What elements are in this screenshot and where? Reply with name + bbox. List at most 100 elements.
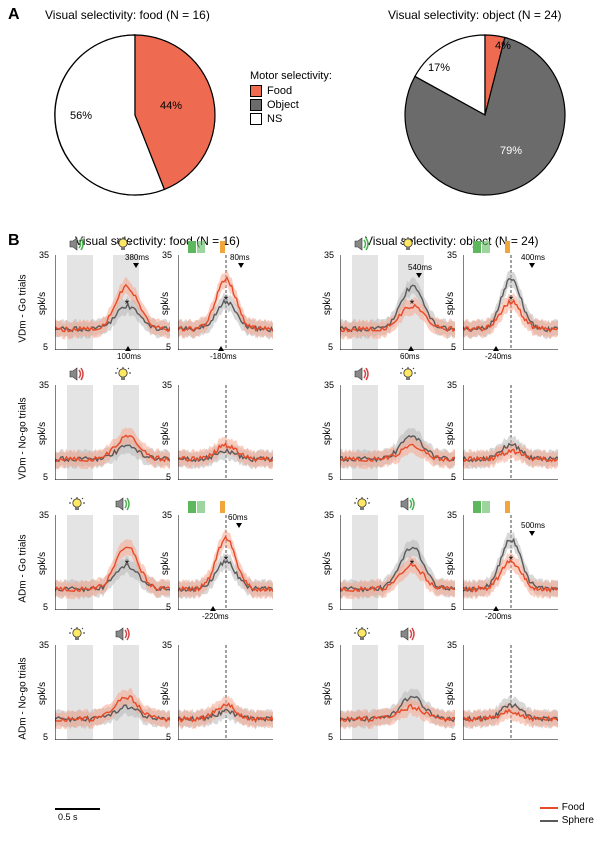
svg-text:*: * — [125, 557, 130, 571]
time-annotation: 400ms — [521, 253, 545, 262]
bulb-icon — [115, 237, 131, 253]
subplot — [55, 385, 170, 480]
pie-left-label-food: 44% — [160, 100, 182, 112]
subplot: * — [463, 255, 558, 350]
green-cue-icon — [188, 241, 196, 253]
green-cue-icon — [197, 241, 205, 253]
bulb-icon — [69, 497, 85, 513]
time-annotation: 100ms — [117, 352, 141, 361]
arrow-icon — [125, 346, 131, 351]
ytick-max: 35 — [324, 640, 334, 650]
legend-swatch-food — [250, 85, 262, 97]
time-annotation: -180ms — [210, 352, 237, 361]
subplot — [463, 645, 558, 740]
ytick-min: 5 — [328, 472, 333, 482]
speaker-red-icon — [400, 627, 416, 643]
speaker-green-icon — [400, 497, 416, 513]
colB-left-title: Visual selectivity: food (N = 16) — [75, 234, 240, 248]
ytick-min: 5 — [328, 602, 333, 612]
subplot: * — [55, 255, 170, 350]
arrow-icon — [210, 606, 216, 611]
speaker-red-icon — [115, 627, 131, 643]
subplot — [340, 385, 455, 480]
green-cue-icon — [473, 241, 481, 253]
subplot — [178, 645, 273, 740]
ytick-min: 5 — [43, 732, 48, 742]
time-annotation: 80ms — [230, 253, 250, 262]
time-annotation: -200ms — [485, 612, 512, 621]
trace-legend-food: Food — [540, 802, 594, 813]
green-cue-icon — [188, 501, 196, 513]
legend-swatch-object — [250, 99, 262, 111]
yaxis-label: spk/s — [37, 551, 48, 574]
yaxis-label: spk/s — [322, 291, 333, 314]
arrow-icon — [133, 263, 139, 268]
orange-cue-icon — [220, 241, 225, 253]
bulb-icon — [115, 367, 131, 383]
orange-cue-icon — [505, 241, 510, 253]
legend-title: Motor selectivity: — [250, 70, 332, 82]
green-cue-icon — [482, 241, 490, 253]
svg-text:*: * — [509, 553, 514, 567]
time-annotation: 380ms — [125, 253, 149, 262]
panel-a-label: A — [8, 6, 20, 24]
legend-label-ns: NS — [267, 113, 282, 125]
time-annotation: 500ms — [521, 521, 545, 530]
time-scalebar-label: 0.5 s — [58, 812, 78, 822]
arrow-icon — [493, 606, 499, 611]
subplot — [55, 645, 170, 740]
ytick-min: 5 — [328, 342, 333, 352]
pie-right-label-food: 4% — [495, 40, 511, 52]
legend-item-food: Food — [250, 85, 332, 97]
subplot — [463, 385, 558, 480]
svg-text:*: * — [224, 553, 229, 567]
speaker-green-icon — [69, 237, 85, 253]
ytick-max: 35 — [324, 250, 334, 260]
legend-item-ns: NS — [250, 113, 332, 125]
subplot — [340, 645, 455, 740]
svg-text:*: * — [410, 297, 415, 311]
green-cue-icon — [197, 501, 205, 513]
svg-text:*: * — [410, 557, 415, 571]
yaxis-label: spk/s — [322, 421, 333, 444]
arrow-icon — [236, 523, 242, 528]
bulb-icon — [354, 497, 370, 513]
arrow-icon — [238, 263, 244, 268]
speaker-red-icon — [69, 367, 85, 383]
arrow-icon — [408, 346, 414, 351]
trace-label-food: Food — [562, 802, 585, 813]
bulb-icon — [69, 627, 85, 643]
row-label: ADm - Go trials — [18, 523, 29, 613]
legend-swatch-ns — [250, 113, 262, 125]
orange-cue-icon — [505, 501, 510, 513]
svg-text:*: * — [125, 297, 130, 311]
yaxis-label: spk/s — [37, 291, 48, 314]
ytick-max: 35 — [39, 380, 49, 390]
bulb-icon — [400, 367, 416, 383]
legend-label-food: Food — [267, 85, 292, 97]
yaxis-label: spk/s — [322, 551, 333, 574]
arrow-icon — [493, 346, 499, 351]
ytick-max: 35 — [324, 380, 334, 390]
bulb-icon — [354, 627, 370, 643]
subplot — [178, 385, 273, 480]
trace-legend-sphere: Sphere — [540, 815, 594, 826]
time-annotation: 540ms — [408, 263, 432, 272]
subplot: * — [55, 515, 170, 610]
pie-left-label-ns: 56% — [70, 110, 92, 122]
row-label: VDm - Go trials — [18, 263, 29, 353]
legend-label-object: Object — [267, 99, 299, 111]
colB-right-title: Visual selectivity: object (N = 24) — [365, 234, 539, 248]
time-annotation: -240ms — [485, 352, 512, 361]
time-scalebar — [55, 808, 100, 810]
green-cue-icon — [482, 501, 490, 513]
arrow-icon — [529, 531, 535, 536]
subplot: * — [340, 255, 455, 350]
motor-selectivity-legend: Motor selectivity: Food Object NS — [250, 70, 332, 127]
pie-left-title: Visual selectivity: food (N = 16) — [45, 8, 210, 22]
green-cue-icon — [473, 501, 481, 513]
yaxis-label: spk/s — [322, 681, 333, 704]
ytick-max: 35 — [324, 510, 334, 520]
yaxis-label: spk/s — [37, 681, 48, 704]
bulb-icon — [400, 237, 416, 253]
